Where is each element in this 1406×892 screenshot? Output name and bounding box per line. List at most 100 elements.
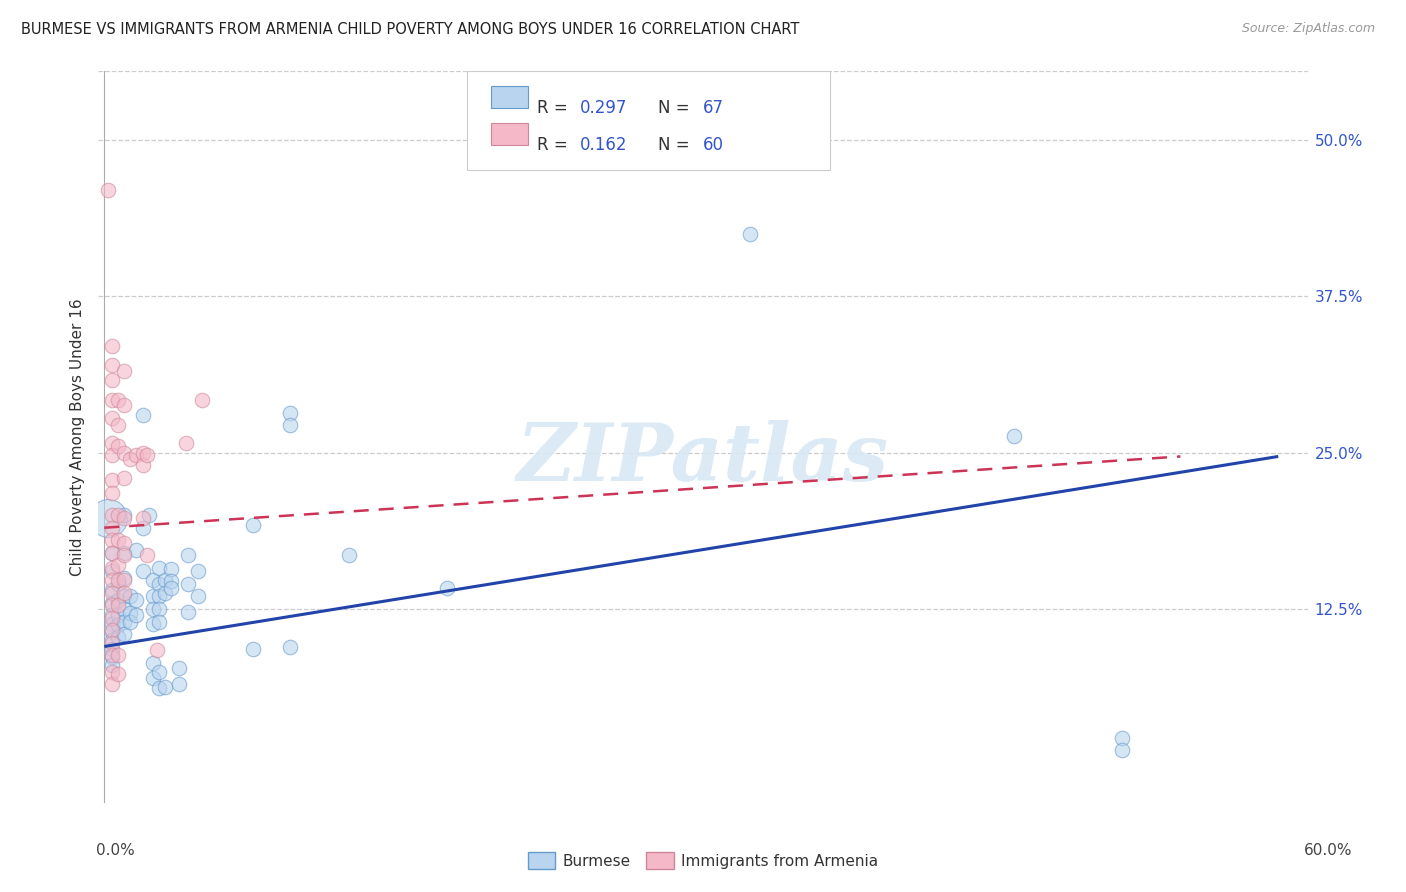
FancyBboxPatch shape <box>492 86 527 108</box>
Point <box>153 573 176 587</box>
Point <box>101 624 124 638</box>
Point <box>187 590 209 604</box>
Point <box>101 508 124 523</box>
Point <box>159 562 181 576</box>
Point <box>132 521 155 535</box>
Point <box>112 546 135 560</box>
Point <box>159 574 181 589</box>
Text: N =: N = <box>658 99 695 117</box>
Point <box>101 448 124 462</box>
Point <box>159 581 181 595</box>
Point <box>112 571 135 585</box>
Text: 60: 60 <box>703 136 724 153</box>
Point <box>101 560 124 574</box>
Point <box>142 573 165 587</box>
Point <box>153 586 176 600</box>
Point <box>148 665 170 679</box>
Point <box>101 633 124 648</box>
Point <box>107 593 129 607</box>
Point <box>107 508 129 523</box>
Text: N =: N = <box>658 136 695 153</box>
Point <box>167 677 190 691</box>
Point <box>177 577 200 591</box>
Text: 0.0%: 0.0% <box>96 843 135 858</box>
Point <box>101 410 124 425</box>
Point <box>132 458 155 473</box>
Point <box>132 408 155 422</box>
Point <box>176 435 198 450</box>
Text: 0.162: 0.162 <box>579 136 627 153</box>
Point <box>142 656 165 670</box>
Point <box>148 577 170 591</box>
Point <box>97 510 120 524</box>
Point <box>101 665 124 679</box>
Point <box>436 581 458 595</box>
Point <box>107 440 129 454</box>
Text: 0.297: 0.297 <box>579 99 627 117</box>
Point <box>101 658 124 673</box>
Point <box>278 418 301 433</box>
Point <box>107 667 129 681</box>
Point <box>101 583 124 598</box>
Text: BURMESE VS IMMIGRANTS FROM ARMENIA CHILD POVERTY AMONG BOYS UNDER 16 CORRELATION: BURMESE VS IMMIGRANTS FROM ARMENIA CHILD… <box>21 22 800 37</box>
Point <box>107 418 129 433</box>
Point <box>112 471 135 485</box>
Y-axis label: Child Poverty Among Boys Under 16: Child Poverty Among Boys Under 16 <box>69 298 84 576</box>
Point <box>112 573 135 587</box>
Point <box>101 435 124 450</box>
Point <box>107 618 129 632</box>
Point <box>101 373 124 387</box>
Point <box>107 393 129 408</box>
Point <box>101 617 124 632</box>
Point <box>101 546 124 560</box>
Point <box>101 624 124 639</box>
Point <box>132 565 155 579</box>
Point <box>107 630 129 644</box>
Point <box>136 448 159 462</box>
Point <box>101 339 124 353</box>
Point <box>136 548 159 562</box>
Point <box>107 577 129 591</box>
Point <box>142 602 165 616</box>
Point <box>1111 731 1133 745</box>
Point <box>167 661 190 675</box>
Point <box>101 358 124 372</box>
Point <box>118 615 141 629</box>
Text: R =: R = <box>537 136 574 153</box>
Point <box>101 599 124 613</box>
Point <box>112 535 135 549</box>
Point <box>1111 743 1133 757</box>
Point <box>278 640 301 654</box>
Point <box>118 606 141 620</box>
Point <box>146 643 169 657</box>
Point <box>278 406 301 420</box>
Point <box>101 677 124 691</box>
Point <box>124 608 146 623</box>
Point <box>107 599 129 613</box>
FancyBboxPatch shape <box>467 71 830 170</box>
Point <box>153 680 176 694</box>
Text: R =: R = <box>537 99 574 117</box>
Point <box>118 590 141 604</box>
Point <box>107 608 129 623</box>
Point <box>112 615 135 629</box>
Point <box>142 617 165 632</box>
Point <box>101 573 124 587</box>
Point <box>148 560 170 574</box>
Point <box>101 546 124 560</box>
Point <box>101 608 124 623</box>
Point <box>101 596 124 610</box>
Point <box>97 183 120 197</box>
Point <box>124 543 146 558</box>
Point <box>738 227 761 241</box>
Text: Source: ZipAtlas.com: Source: ZipAtlas.com <box>1241 22 1375 36</box>
Point <box>112 590 135 604</box>
Point <box>132 446 155 460</box>
Point <box>101 649 124 664</box>
Point <box>337 548 360 562</box>
Point <box>132 510 155 524</box>
Point <box>112 586 135 600</box>
Point <box>112 398 135 412</box>
Point <box>101 521 124 535</box>
Text: 67: 67 <box>703 99 724 117</box>
